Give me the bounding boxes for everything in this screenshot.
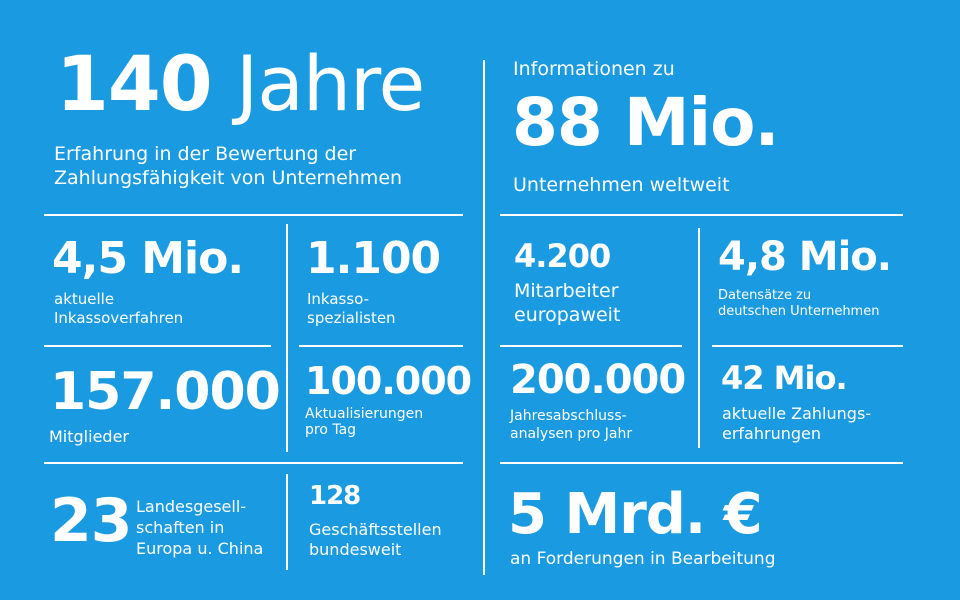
divider-left-bottom <box>44 462 463 464</box>
stat-landesgesellschaften-line1: Landesgesell- <box>136 497 247 516</box>
divider-center <box>483 60 485 575</box>
hero-years-number: 140 <box>56 39 213 128</box>
stat-aktualisierungen-line2: pro Tag <box>305 422 357 439</box>
stat-datensaetze-line2: deutschen Unternehmen <box>718 304 880 320</box>
divider-right-row2-a <box>500 345 682 347</box>
stat-inkasso-line1: aktuelle <box>54 290 115 308</box>
stat-aktualisierungen-value: 100.000 <box>305 359 472 403</box>
stat-spezialisten-desc: Inkasso- spezialisten <box>307 290 396 328</box>
divider-right-row2-b <box>712 345 903 347</box>
stat-zahlungserfahrungen-line1: aktuelle Zahlungs- <box>722 404 872 423</box>
stat-datensaetze-value: 4,8 Mio. <box>718 234 892 280</box>
stat-datensaetze-desc: Datensätze zu deutschen Unternehmen <box>718 288 879 321</box>
divider-left-row2-b <box>299 345 463 347</box>
stat-datensaetze-line1: Datensätze zu <box>718 288 812 303</box>
stat-landesgesellschaften-line3: Europa u. China <box>136 538 264 558</box>
stat-geschaeftsstellen-line2: bundesweit <box>309 540 402 559</box>
stat-zahlungserfahrungen-value: 42 Mio. <box>721 359 848 397</box>
divider-right-mid <box>698 228 700 448</box>
stat-landesgesellschaften-desc: Landesgesell- schaften in Europa u. Chin… <box>136 497 263 559</box>
divider-right-top <box>500 214 903 216</box>
stat-geschaeftsstellen-line1: Geschäftsstellen <box>309 520 442 539</box>
stat-geschaeftsstellen-desc: Geschäftsstellen bundesweit <box>309 520 442 560</box>
divider-left-row2-a <box>44 345 271 347</box>
divider-left-top <box>44 214 463 216</box>
hero-companies-pre: Informationen zu <box>513 58 675 80</box>
stat-aktualisierungen-line1: Aktualisierungen <box>305 406 424 422</box>
stat-landesgesellschaften-line2: schaften in <box>136 517 225 537</box>
hero-companies-number: 88 Mio. <box>512 84 780 161</box>
hero-years-unit: Jahre <box>235 39 425 128</box>
stat-geschaeftsstellen-value: 128 <box>309 481 361 511</box>
hero-companies-desc: Unternehmen weltweit <box>513 174 730 196</box>
hero-years-desc-line1: Erfahrung in der Bewertung der <box>54 143 357 165</box>
stat-mitarbeiter-value: 4.200 <box>514 237 611 275</box>
stat-inkasso-desc: aktuelle Inkassoverfahren <box>54 290 183 328</box>
stat-zahlungserfahrungen-line2: erfahrungen <box>722 424 821 443</box>
stat-mitarbeiter-line2: europaweit <box>514 303 621 326</box>
stat-jahresabschluss-line1: Jahresabschluss- <box>510 408 627 424</box>
stat-forderungen-desc: an Forderungen in Bearbeitung <box>510 549 776 569</box>
stat-spezialisten-value: 1.100 <box>306 233 441 284</box>
stat-jahresabschluss-desc: Jahresabschluss- analysen pro Jahr <box>510 408 632 443</box>
stat-spezialisten-line2: spezialisten <box>307 308 396 327</box>
hero-years-desc: Erfahrung in der Bewertung der Zahlungsf… <box>54 143 402 191</box>
stat-inkasso-value: 4,5 Mio. <box>52 233 244 284</box>
stat-landesgesellschaften-value: 23 <box>50 486 132 556</box>
stat-aktualisierungen-desc: Aktualisierungen pro Tag <box>305 406 423 438</box>
hero-years-desc-line2: Zahlungsfähigkeit von Unternehmen <box>54 166 403 189</box>
stat-forderungen-value: 5 Mrd. € <box>508 482 763 547</box>
stat-mitglieder-value: 157.000 <box>50 362 281 422</box>
divider-right-bottom <box>500 462 903 464</box>
stat-zahlungserfahrungen-desc: aktuelle Zahlungs- erfahrungen <box>722 404 871 444</box>
stat-spezialisten-line1: Inkasso- <box>307 290 370 308</box>
stat-mitarbeiter-desc: Mitarbeiter europaweit <box>514 280 620 328</box>
stat-jahresabschluss-line2: analysen pro Jahr <box>510 425 633 442</box>
stat-inkasso-line2: Inkassoverfahren <box>54 308 184 327</box>
stat-jahresabschluss-value: 200.000 <box>510 357 686 403</box>
divider-left-mid-lower <box>286 474 288 570</box>
stat-mitglieder-desc: Mitglieder <box>49 427 129 446</box>
divider-left-mid-upper <box>286 224 288 452</box>
stat-mitarbeiter-line1: Mitarbeiter <box>514 280 619 302</box>
hero-years: 140 Jahre <box>56 46 425 122</box>
